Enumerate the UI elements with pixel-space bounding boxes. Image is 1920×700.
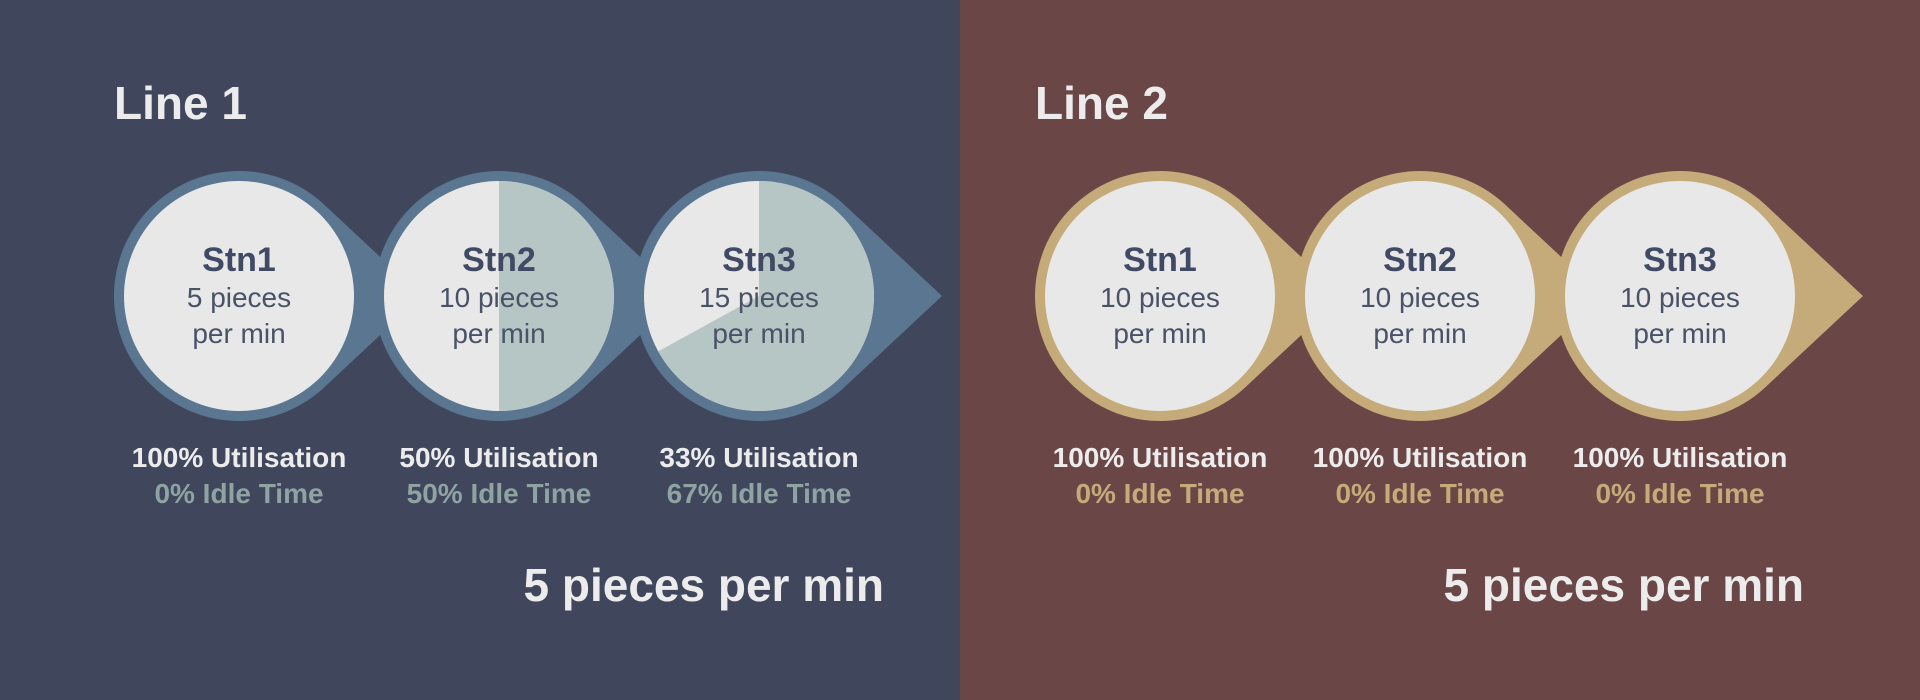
station-face [124,181,354,411]
line-1-panel: Line 1 Stn1 5 pieces per min Stn2 10 pie… [0,0,960,700]
station-rate: 10 pieces [1360,282,1480,313]
idle-time-label: 0% Idle Time [154,478,324,509]
line-2-panel: Line 2 Stn1 10 pieces per min Stn2 10 pi… [960,0,1920,700]
station-face [1305,181,1535,411]
line-2-station-graphics [1035,171,1863,421]
line-2-output-rate: 5 pieces per min [1443,559,1805,611]
station-rate-unit: per min [452,318,546,349]
line-1-station-2-stats: 50% Utilisation 50% Idle Time [369,440,629,512]
station-rate: 15 pieces [699,282,819,313]
utilisation-label: 100% Utilisation [131,442,347,473]
line-1-station-graphics [114,171,942,421]
station-rate: 5 pieces [186,282,292,313]
line-2-title: Line 2 [1035,77,1168,129]
station-name: Stn3 [722,241,796,279]
idle-time-label: 67% Idle Time [666,478,852,509]
station-rate: 10 pieces [1100,282,1220,313]
line-1-station-1[interactable]: Stn1 5 pieces per min [139,240,339,352]
line-2-station-1-stats: 100% Utilisation 0% Idle Time [1030,440,1290,512]
station-rate-unit: per min [1633,318,1727,349]
station-rate: 10 pieces [439,282,559,313]
line-2-station-1[interactable]: Stn1 10 pieces per min [1060,240,1260,352]
idle-time-sector [499,181,614,411]
station-rate-unit: per min [1373,318,1467,349]
utilisation-label: 100% Utilisation [1312,442,1528,473]
line-2-station-3[interactable]: Stn3 10 pieces per min [1580,240,1780,352]
station-name: Stn1 [1123,241,1197,279]
idle-time-sector [658,181,874,411]
line-1-title: Line 1 [114,77,247,129]
line-1-station-3[interactable]: Stn3 15 pieces per min [659,240,859,352]
line-1-stations: Stn1 5 pieces per min Stn2 10 pieces per… [0,170,960,422]
line-2-station-3-stats: 100% Utilisation 0% Idle Time [1550,440,1810,512]
line-2-stations: Stn1 10 pieces per min Stn2 10 pieces pe… [960,170,1920,422]
line-2-station-2-stats: 100% Utilisation 0% Idle Time [1290,440,1550,512]
station-rate: 10 pieces [1620,282,1740,313]
utilisation-label: 100% Utilisation [1052,442,1268,473]
line-1-station-3-stats: 33% Utilisation 67% Idle Time [629,440,889,512]
station-face [1045,181,1275,411]
idle-time-label: 0% Idle Time [1595,478,1765,509]
station-rate-unit: per min [1113,318,1207,349]
idle-time-label: 0% Idle Time [1335,478,1505,509]
utilisation-label: 50% Utilisation [399,442,599,473]
line-1-station-2[interactable]: Stn2 10 pieces per min [399,240,599,352]
station-name: Stn1 [202,241,276,279]
utilisation-label: 100% Utilisation [1572,442,1788,473]
utilisation-label: 33% Utilisation [659,442,859,473]
line-1-output-rate: 5 pieces per min [523,559,885,611]
station-name: Stn2 [462,241,536,279]
station-rate-unit: per min [192,318,286,349]
station-face [1565,181,1795,411]
line-2-station-2[interactable]: Stn2 10 pieces per min [1320,240,1520,352]
line-1-station-1-stats: 100% Utilisation 0% Idle Time [109,440,369,512]
idle-time-label: 50% Idle Time [406,478,592,509]
station-name: Stn3 [1643,241,1717,279]
idle-time-label: 0% Idle Time [1075,478,1245,509]
station-rate-unit: per min [712,318,806,349]
station-name: Stn2 [1383,241,1457,279]
